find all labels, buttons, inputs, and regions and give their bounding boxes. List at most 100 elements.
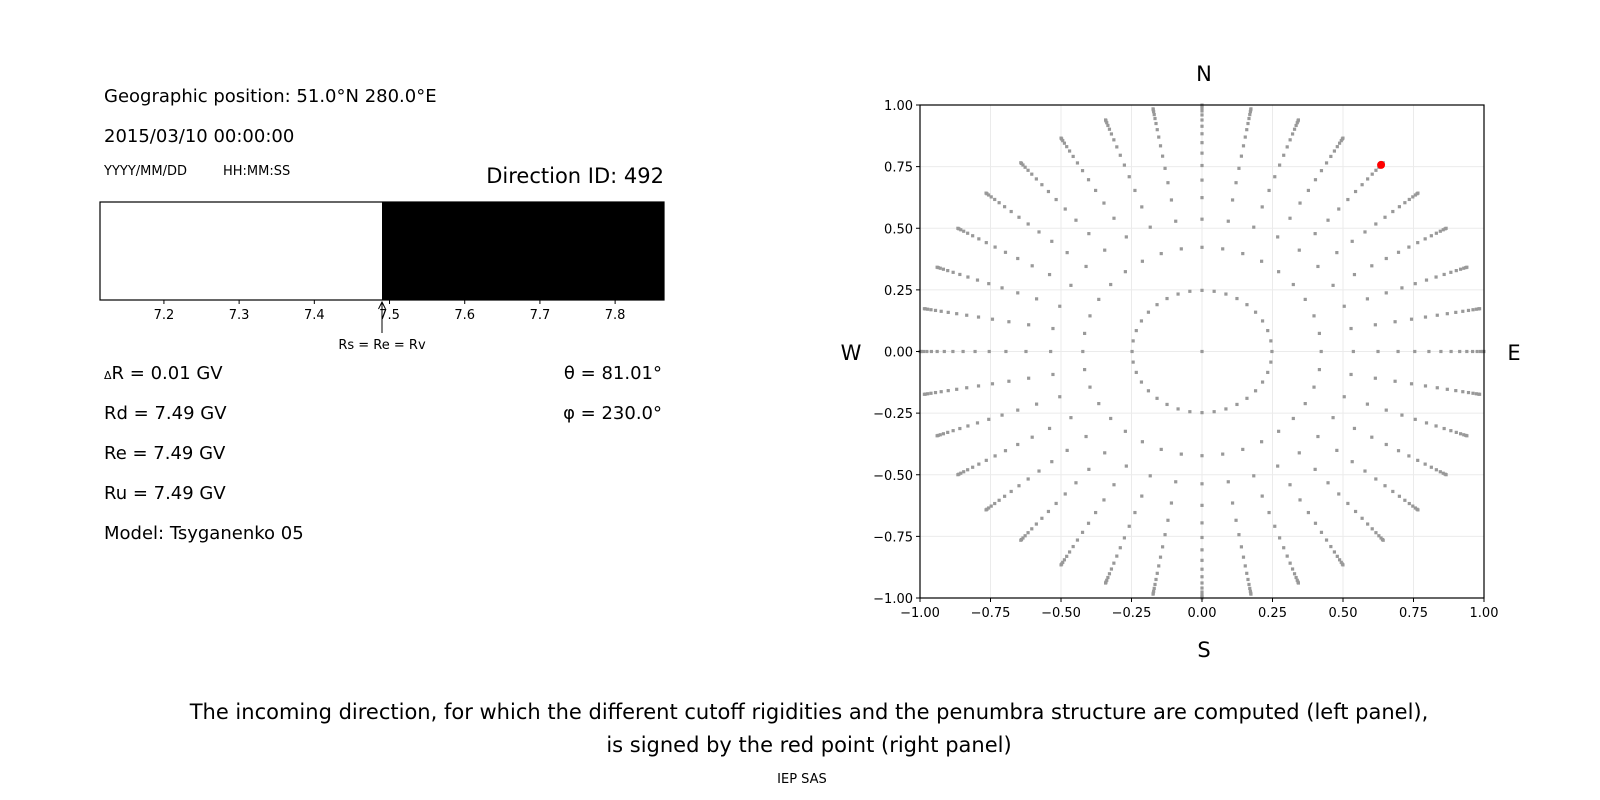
direction-point bbox=[1067, 149, 1072, 153]
direction-point bbox=[1303, 297, 1307, 302]
direction-point bbox=[1337, 492, 1341, 496]
direction-point bbox=[1088, 314, 1092, 318]
direction-point bbox=[1200, 535, 1204, 540]
direction-point bbox=[946, 268, 950, 273]
bar-frame bbox=[99, 201, 665, 301]
direction-point bbox=[1049, 349, 1053, 354]
direction-point bbox=[1335, 554, 1339, 558]
direction-point bbox=[1312, 314, 1316, 318]
direction-point bbox=[1374, 477, 1378, 481]
direction-point bbox=[941, 267, 946, 271]
x-tick-label: 7.8 bbox=[605, 308, 626, 323]
direction-point bbox=[1462, 433, 1466, 437]
delta-r-text: R = 0.01 GV bbox=[111, 363, 223, 384]
direction-point bbox=[1165, 402, 1169, 407]
direction-point bbox=[1200, 118, 1204, 122]
direction-point bbox=[1295, 578, 1299, 582]
direction-point bbox=[1124, 235, 1128, 239]
direction-point bbox=[1351, 349, 1355, 354]
direction-point bbox=[1403, 201, 1407, 205]
y-tick-label: −0.50 bbox=[873, 469, 913, 484]
direction-point bbox=[1155, 571, 1159, 575]
direction-point bbox=[1429, 234, 1433, 238]
direction-point bbox=[965, 386, 969, 390]
direction-point bbox=[1449, 270, 1453, 274]
direction-point bbox=[1152, 589, 1156, 593]
direction-point bbox=[1127, 175, 1131, 179]
direction-point bbox=[951, 429, 955, 433]
direction-point bbox=[1339, 139, 1343, 143]
direction-point bbox=[1298, 498, 1302, 502]
direction-point bbox=[1200, 151, 1204, 155]
direction-point bbox=[1051, 372, 1055, 377]
direction-point bbox=[1023, 165, 1027, 169]
x-tick-label: 0.50 bbox=[1329, 606, 1358, 621]
direction-point bbox=[1155, 396, 1159, 400]
direction-point bbox=[1084, 434, 1088, 439]
direction-point bbox=[1067, 550, 1072, 554]
direction-point bbox=[1266, 328, 1270, 333]
direction-point bbox=[1097, 401, 1101, 406]
direction-point bbox=[1109, 416, 1113, 421]
direction-point bbox=[1176, 292, 1180, 296]
direction-point bbox=[1131, 339, 1135, 343]
direction-point bbox=[1224, 292, 1228, 296]
direction-point bbox=[1411, 195, 1415, 199]
direction-point bbox=[1140, 494, 1144, 498]
direction-point bbox=[1267, 510, 1271, 515]
direction-point bbox=[929, 308, 933, 312]
direction-point bbox=[1295, 121, 1299, 125]
direction-point bbox=[1413, 193, 1417, 197]
direction-point bbox=[1319, 530, 1324, 534]
x-tick-label: 7.6 bbox=[454, 308, 475, 323]
direction-point bbox=[1075, 161, 1080, 165]
direction-point bbox=[1366, 177, 1370, 181]
direction-point bbox=[1235, 296, 1239, 301]
direction-point bbox=[958, 426, 962, 431]
direction-point bbox=[959, 228, 963, 232]
direction-point bbox=[1059, 563, 1063, 567]
direction-point bbox=[1030, 172, 1034, 176]
direction-point bbox=[1237, 166, 1241, 170]
direction-point bbox=[1075, 538, 1080, 542]
direction-point bbox=[1200, 288, 1204, 292]
y-tick-label: 0.50 bbox=[884, 222, 913, 237]
direction-point bbox=[1026, 168, 1030, 172]
direction-point bbox=[1313, 467, 1317, 471]
direction-point bbox=[1248, 113, 1252, 117]
y-tick-label: 0.00 bbox=[884, 346, 913, 361]
direction-point bbox=[1051, 326, 1055, 331]
direction-scatter-chart: −1.00 −0.75 −0.50 −0.25 0.00 0.25 0.50 0.75 1.00… bbox=[873, 99, 1498, 621]
direction-point bbox=[1407, 197, 1411, 202]
direction-point bbox=[1370, 435, 1374, 439]
direction-point bbox=[987, 193, 991, 197]
direction-point bbox=[1454, 268, 1458, 273]
direction-point bbox=[1370, 172, 1374, 176]
direction-point bbox=[1444, 226, 1448, 230]
direction-point bbox=[989, 195, 993, 199]
direction-point bbox=[1200, 503, 1204, 507]
direction-point bbox=[1461, 390, 1465, 394]
direction-point bbox=[1316, 434, 1320, 439]
direction-point bbox=[1062, 558, 1067, 562]
direction-point bbox=[997, 201, 1001, 205]
direction-point bbox=[1046, 509, 1051, 514]
direction-point bbox=[1434, 424, 1438, 428]
direction-point bbox=[1374, 531, 1378, 535]
direction-point bbox=[971, 234, 975, 238]
direction-point bbox=[1086, 178, 1091, 182]
direction-point bbox=[984, 458, 988, 462]
direction-point bbox=[1296, 581, 1301, 585]
direction-point bbox=[1249, 592, 1253, 596]
direction-point bbox=[1370, 527, 1374, 531]
theta-value: θ = 81.01° bbox=[563, 363, 662, 384]
direction-point bbox=[1152, 586, 1156, 590]
direction-point bbox=[1471, 391, 1475, 395]
direction-point bbox=[1102, 201, 1106, 205]
direction-point bbox=[966, 468, 970, 472]
direction-point bbox=[946, 310, 950, 314]
direction-point bbox=[1335, 448, 1339, 453]
direction-point bbox=[1416, 458, 1420, 462]
direction-point bbox=[1454, 389, 1458, 393]
